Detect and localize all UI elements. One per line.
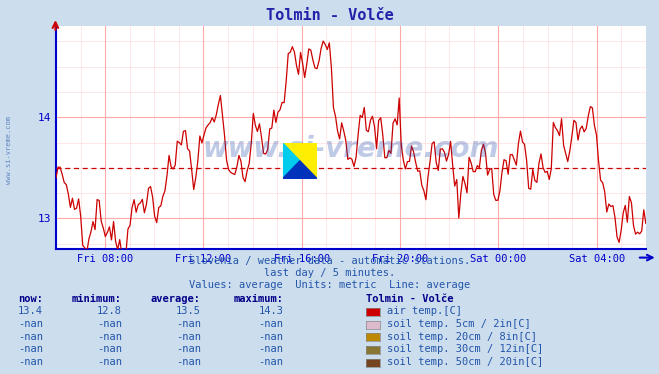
Text: -nan: -nan [97,332,122,342]
Text: air temp.[C]: air temp.[C] [387,306,462,316]
Text: -nan: -nan [18,319,43,329]
Text: -nan: -nan [258,319,283,329]
Polygon shape [283,143,300,179]
Text: last day / 5 minutes.: last day / 5 minutes. [264,268,395,278]
Text: -nan: -nan [176,319,201,329]
Text: -nan: -nan [97,319,122,329]
Text: soil temp. 5cm / 2in[C]: soil temp. 5cm / 2in[C] [387,319,530,329]
Text: minimum:: minimum: [72,294,122,304]
Text: www.si-vreme.com: www.si-vreme.com [203,135,499,163]
Text: soil temp. 30cm / 12in[C]: soil temp. 30cm / 12in[C] [387,344,543,355]
Text: -nan: -nan [258,357,283,367]
Text: -nan: -nan [258,332,283,342]
Text: 13.4: 13.4 [18,306,43,316]
Text: maximum:: maximum: [233,294,283,304]
Text: 14.3: 14.3 [258,306,283,316]
Text: average:: average: [151,294,201,304]
Text: now:: now: [18,294,43,304]
Text: 12.8: 12.8 [97,306,122,316]
Polygon shape [283,161,317,179]
Text: -nan: -nan [18,332,43,342]
Text: soil temp. 50cm / 20in[C]: soil temp. 50cm / 20in[C] [387,357,543,367]
Text: -nan: -nan [176,344,201,355]
Text: Tolmin - Volče: Tolmin - Volče [266,8,393,23]
Text: -nan: -nan [97,344,122,355]
Text: -nan: -nan [97,357,122,367]
Text: -nan: -nan [18,357,43,367]
Text: Slovenia / weather data - automatic stations.: Slovenia / weather data - automatic stat… [189,256,470,266]
Text: soil temp. 20cm / 8in[C]: soil temp. 20cm / 8in[C] [387,332,537,342]
Text: -nan: -nan [176,357,201,367]
Text: Tolmin - Volče: Tolmin - Volče [366,294,453,304]
Text: Values: average  Units: metric  Line: average: Values: average Units: metric Line: aver… [189,280,470,290]
Text: -nan: -nan [258,344,283,355]
Text: 13.5: 13.5 [176,306,201,316]
Text: www.si-vreme.com: www.si-vreme.com [5,116,12,184]
Text: -nan: -nan [176,332,201,342]
Text: -nan: -nan [18,344,43,355]
